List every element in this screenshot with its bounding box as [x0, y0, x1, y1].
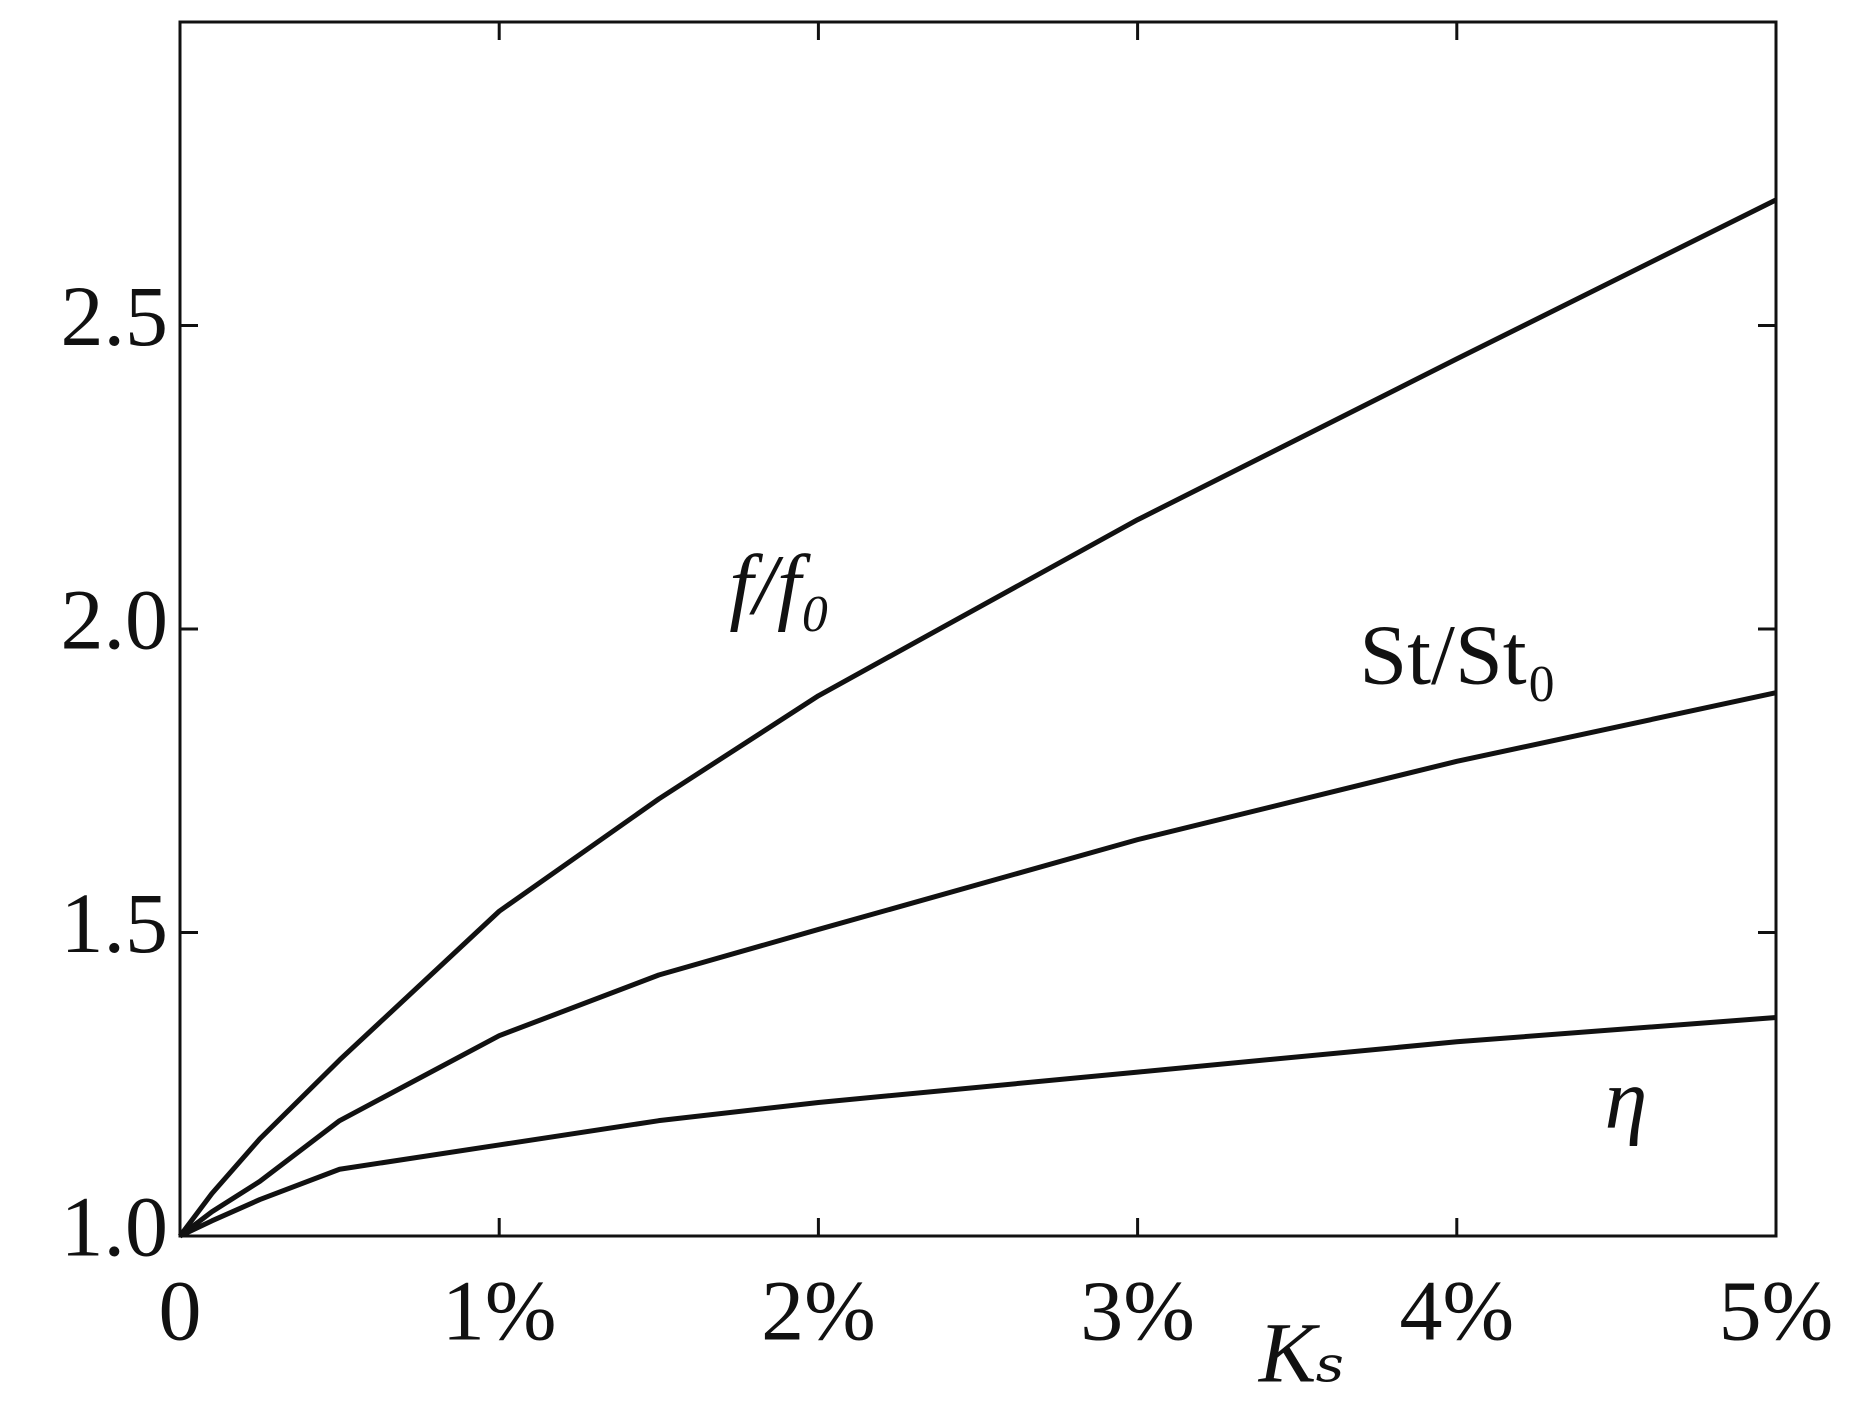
- x-tick-label: 4%: [1399, 1263, 1514, 1359]
- y-tick-label: 2.5: [61, 268, 169, 364]
- series-label: η: [1605, 1051, 1648, 1147]
- line-series: [178, 690, 1777, 1238]
- x-tick-label: 5%: [1719, 1263, 1834, 1359]
- x-tick-label: 0: [159, 1263, 202, 1359]
- y-tick-label: 1.0: [61, 1179, 169, 1275]
- x-tick-label: 3%: [1080, 1263, 1195, 1359]
- series-label: St/St₀: [1359, 607, 1556, 703]
- x-tick-label: 2%: [761, 1263, 876, 1359]
- x-axis-label: Kₛ: [1257, 1305, 1345, 1401]
- y-tick-label: 2.0: [61, 572, 169, 668]
- line-series: [178, 1014, 1777, 1239]
- line-series: [178, 197, 1778, 1238]
- y-tick-label: 1.5: [61, 875, 169, 971]
- series-label: f/f₀: [729, 537, 831, 633]
- x-tick-label: 1%: [442, 1263, 557, 1359]
